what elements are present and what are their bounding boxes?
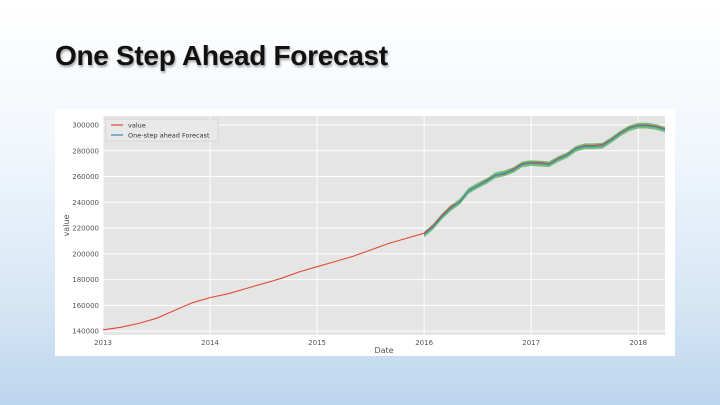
x-tick-label: 2018 bbox=[629, 339, 647, 347]
x-tick-label: 2013 bbox=[94, 339, 112, 347]
y-tick-label: 220000 bbox=[72, 225, 99, 233]
y-tick-label: 180000 bbox=[72, 276, 99, 284]
line-chart: 2013 2014 2015 2016 2017 2018 140000 160000 180… bbox=[62, 116, 666, 355]
legend-label-value: value bbox=[128, 122, 146, 130]
x-tick-label: 2014 bbox=[201, 339, 219, 347]
y-tick-label: 300000 bbox=[72, 122, 99, 130]
y-tick-label: 280000 bbox=[72, 147, 99, 155]
forecast-line bbox=[423, 125, 666, 235]
legend-label-forecast: One-step ahead Forecast bbox=[128, 132, 210, 140]
chart-figure: 2013 2014 2015 2016 2017 2018 140000 160000 180… bbox=[55, 110, 675, 356]
legend: value One-step ahead Forecast bbox=[105, 118, 219, 142]
legend-box bbox=[105, 118, 219, 142]
slide-title: One Step Ahead Forecast bbox=[55, 40, 388, 71]
y-tick-label: 140000 bbox=[72, 328, 99, 336]
series-lines bbox=[102, 124, 666, 331]
y-axis-ticks: 140000 160000 180000 200000 220000 240000 2600… bbox=[72, 122, 99, 336]
y-tick-label: 240000 bbox=[72, 199, 99, 207]
y-tick-label: 200000 bbox=[72, 250, 99, 258]
y-tick-label: 260000 bbox=[72, 173, 99, 181]
x-axis-label: Date bbox=[374, 346, 393, 355]
y-axis-label: value bbox=[62, 215, 71, 237]
x-axis-ticks: 2013 2014 2015 2016 2017 2018 bbox=[94, 339, 647, 347]
y-tick-label: 160000 bbox=[72, 302, 99, 310]
x-tick-label: 2016 bbox=[415, 339, 433, 347]
x-tick-label: 2017 bbox=[522, 339, 540, 347]
x-tick-label: 2015 bbox=[308, 339, 326, 347]
